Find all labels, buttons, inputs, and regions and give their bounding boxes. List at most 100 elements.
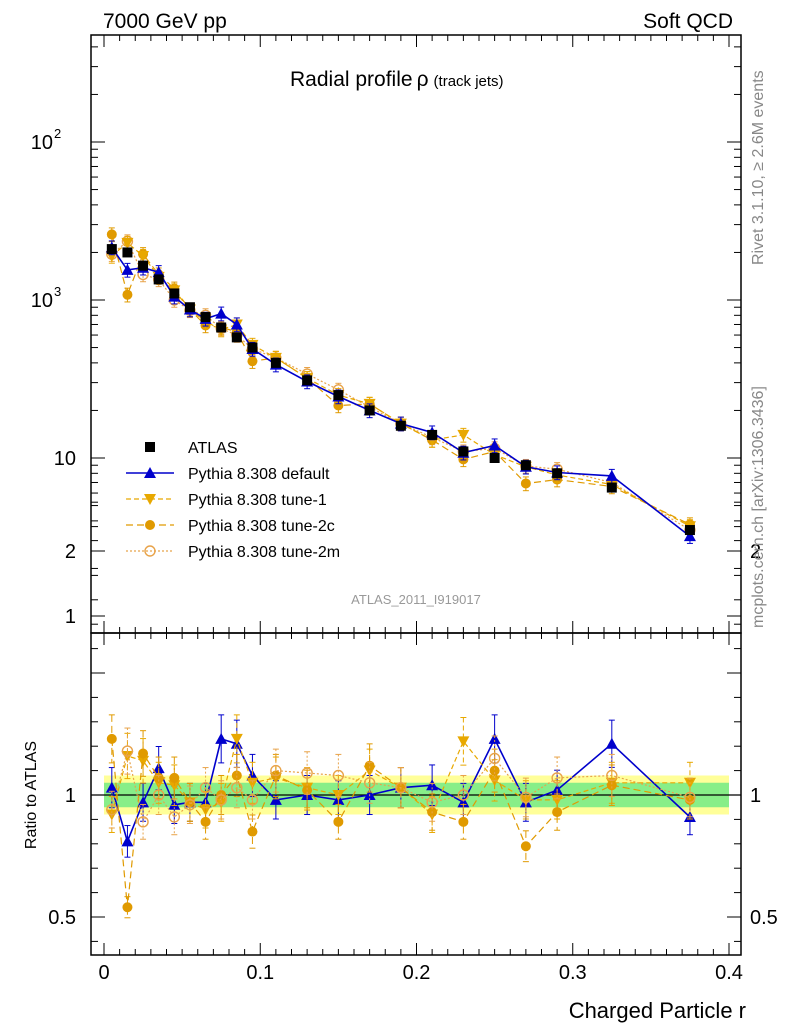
- main-atlas-point: [427, 429, 438, 440]
- ratio-pythia-8-308-tune-2m-point: [301, 767, 313, 779]
- main-atlas-point: [138, 260, 149, 271]
- ratio-pythia-8-308-default-point: [215, 732, 228, 744]
- main-atlas-point: [364, 405, 375, 416]
- ratio-pythia-8-308-tune-2c-point: [606, 780, 617, 791]
- ratio-pythia-8-308-tune-2c-point: [364, 760, 375, 771]
- main-pythia-8-308-tune-1-point: [137, 250, 150, 262]
- ratio-pythia-8-308-tune-2c-point: [333, 816, 344, 827]
- ratio-y-tick-label: 0.5: [750, 907, 778, 929]
- main-pythia-8-308-tune-1-point: [457, 429, 470, 441]
- y-tick-exponent: 2: [54, 126, 61, 141]
- main-atlas-point: [302, 375, 313, 386]
- x-tick-label: 0: [98, 962, 109, 984]
- ratio-pythia-8-308-tune-2c-point: [122, 902, 133, 913]
- ratio-pythia-8-308-tune-2m-point: [551, 772, 563, 784]
- main-pythia-8-308-default-point: [683, 530, 696, 542]
- main-atlas-point: [231, 332, 242, 343]
- ratio-pythia-8-308-tune-2m-point: [231, 781, 243, 794]
- ratio-pythia-8-308-tune-2m-point: [199, 781, 212, 794]
- main-atlas-point: [106, 244, 117, 255]
- ratio-pythia-8-308-tune-2c-point: [169, 772, 180, 783]
- ratio-pythia-8-308-default-point: [121, 835, 134, 847]
- legend-label: Pythia 8.308 default: [188, 466, 330, 483]
- main-atlas-point: [216, 322, 227, 333]
- main-atlas-point: [270, 357, 281, 368]
- main-pythia-8-308-tune-2c-point: [122, 289, 133, 300]
- ratio-pythia-8-308-tune-2c-point: [489, 765, 500, 776]
- ratio-pythia-8-308-tune-2c-line: [111, 738, 691, 908]
- main-atlas-point: [169, 288, 180, 299]
- main-atlas-point: [606, 482, 617, 493]
- ratio-pythia-8-308-tune-2m-point: [363, 777, 376, 789]
- main-atlas-point: [458, 446, 469, 457]
- ratio-pythia-8-308-tune-2m-point: [215, 794, 227, 806]
- ratio-pythia-8-308-default-point: [269, 793, 282, 805]
- ratio-pythia-8-308-tune-2c-point: [200, 816, 211, 827]
- x-axis-label: Charged Particle r: [569, 998, 746, 1023]
- legend-label: Pythia 8.308 tune-2c: [188, 518, 335, 535]
- main-pythia-8-308-default-point: [488, 439, 501, 451]
- ratio-pythia-8-308-tune-2m-point: [137, 816, 149, 828]
- ratio-pythia-8-308-tune-2m-point: [121, 745, 134, 757]
- main-atlas-point: [247, 342, 258, 353]
- ratio-pythia-8-308-tune-2m-point: [152, 789, 165, 801]
- legend-item: Pythia 8.308 tune-2c: [126, 518, 335, 535]
- chart-title-main: Radial profile: [290, 68, 413, 91]
- legend-marker: [145, 442, 155, 452]
- main-atlas-point: [333, 390, 344, 401]
- ratio-pythia-8-308-tune-2c-point: [247, 826, 258, 837]
- ratio-pythia-8-308-tune-2m-line: [111, 750, 691, 824]
- ratio-pythia-8-308-tune-2m-point: [457, 789, 470, 801]
- main-atlas-point: [684, 525, 695, 536]
- ratio-pythia-8-308-tune-2m-point: [520, 791, 532, 804]
- ratio-pythia-8-308-tune-2c-point: [552, 807, 563, 818]
- y-tick-label: 10: [31, 132, 53, 154]
- main-atlas-point: [552, 468, 563, 479]
- ratio-pythia-8-308-tune-2m-point: [270, 764, 282, 777]
- main-pythia-8-308-tune-2c-line: [111, 234, 691, 525]
- main-pythia-8-308-tune-1-point: [121, 237, 134, 249]
- legend-marker: [144, 494, 156, 505]
- main-pythia-8-308-default-point: [605, 469, 618, 481]
- header-right: Soft QCD: [643, 10, 733, 33]
- main-atlas-point: [520, 460, 531, 471]
- legend-marker: [145, 520, 155, 530]
- legend-marker: [144, 467, 156, 478]
- ratio-pythia-8-308-tune-2m-point: [246, 794, 259, 806]
- ratio-pythia-8-308-tune-2m-point: [488, 752, 501, 765]
- main-pythia-8-308-default-point: [230, 318, 243, 330]
- legend-item: Pythia 8.308 tune-2m: [126, 544, 340, 561]
- ratio-pythia-8-308-tune-1-point: [230, 733, 243, 745]
- x-tick-label: 0.3: [559, 962, 587, 984]
- main-pythia-8-308-tune-2c-point: [106, 229, 117, 240]
- main-pythia-8-308-tune-2c-point: [520, 478, 531, 489]
- main-atlas-point: [489, 453, 500, 463]
- x-tick-label: 0.2: [403, 962, 431, 984]
- ratio-y-tick-label: 1: [750, 785, 761, 807]
- x-tick-label: 0.1: [246, 962, 274, 984]
- main-pythia-8-308-tune-1-line: [111, 242, 691, 527]
- legend-marker: [144, 545, 156, 557]
- y-tick-exponent: 3: [54, 284, 61, 299]
- ratio-pythia-8-308-tune-1-point: [519, 794, 532, 806]
- main-atlas-point: [122, 247, 133, 258]
- y-axis-label-ratio: Ratio to ATLAS: [23, 741, 40, 849]
- header-left: 7000 GeV pp: [103, 10, 227, 33]
- legend: ATLAS Pythia 8.308 default Pythia 8.308 tu…: [126, 440, 340, 561]
- chart-title-suffix: (track jets): [434, 73, 504, 90]
- ratio-pythia-8-308-tune-1-point: [457, 736, 470, 748]
- main-series: [105, 227, 696, 544]
- y-tick-label: 1: [65, 606, 76, 628]
- main-pythia-8-308-default-point: [215, 307, 228, 319]
- analysis-id: ATLAS_2011_I919017: [351, 592, 481, 607]
- chart-title: Radial profile ρ (track jets): [290, 68, 504, 91]
- ratio-pythia-8-308-tune-2m-point: [106, 803, 118, 816]
- ratio-pythia-8-308-tune-2c-point: [458, 816, 469, 827]
- ratio-pythia-8-308-tune-2m-point: [395, 781, 407, 794]
- ratio-pythia-8-308-tune-1-point: [137, 755, 150, 767]
- legend-item: ATLAS: [145, 440, 238, 457]
- main-pythia-8-308-tune-2m-line: [111, 240, 691, 531]
- ratio-series: [105, 714, 696, 919]
